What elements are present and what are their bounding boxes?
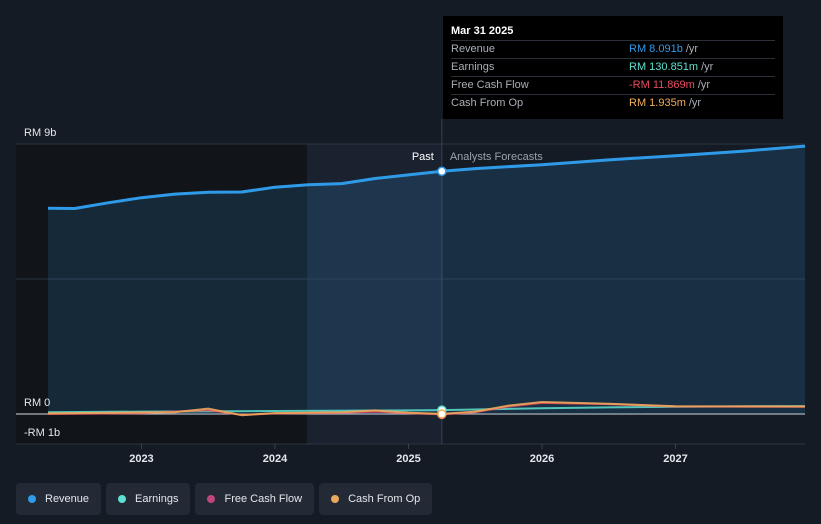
legend-label: Revenue xyxy=(45,493,90,505)
legend-label: Earnings xyxy=(135,493,179,505)
chart-legend: Revenue Earnings Free Cash Flow Cash Fro… xyxy=(16,483,433,515)
marker-cash-from-op xyxy=(437,409,447,419)
past-label: Past xyxy=(412,151,434,163)
chart-labels: RM 9b RM 0 -RM 1b Past Analysts Forecast… xyxy=(24,127,543,439)
x-tick-label: 2025 xyxy=(396,453,420,465)
chart-series xyxy=(47,144,806,417)
chart-markers xyxy=(437,166,447,420)
y-tick-label-zero: RM 0 xyxy=(24,397,50,409)
x-tick-label: 2024 xyxy=(263,453,288,465)
past-region-dark xyxy=(16,144,308,444)
tooltip-unit: /yr xyxy=(697,79,711,91)
chart-background xyxy=(16,144,442,444)
tooltip-row-earnings: Earnings RM 130.851m /yr xyxy=(451,58,775,76)
tooltip-row-free-cash-flow: Free Cash Flow -RM 11.869m /yr xyxy=(451,76,775,94)
x-axis-ticks: 2023 2024 2025 2026 2027 xyxy=(129,444,688,465)
marker-revenue xyxy=(437,166,447,177)
legend-dot-icon xyxy=(28,495,36,503)
tooltip-value: RM 1.935m xyxy=(629,97,686,109)
tooltip-value: RM 8.091b xyxy=(629,43,683,55)
tooltip-label: Earnings xyxy=(451,61,495,73)
legend-label: Cash From Op xyxy=(348,493,421,505)
legend-label: Free Cash Flow xyxy=(224,493,303,505)
tooltip-value: RM 130.851m xyxy=(629,61,699,73)
tooltip-unit: /yr xyxy=(688,97,702,109)
x-tick-label: 2023 xyxy=(129,453,153,465)
series-line-cash-from-op xyxy=(47,401,806,417)
forecast-label: Analysts Forecasts xyxy=(450,151,543,163)
series-area-revenue xyxy=(48,146,805,414)
x-tick-label: 2027 xyxy=(663,453,687,465)
tooltip-unit: /yr xyxy=(685,43,699,55)
y-tick-label-top: RM 9b xyxy=(24,127,56,139)
y-tick-label-bottom: -RM 1b xyxy=(24,427,60,439)
legend-item-cash-from-op[interactable]: Cash From Op xyxy=(319,483,433,515)
x-tick-label: 2026 xyxy=(530,453,554,465)
legend-item-free-cash-flow[interactable]: Free Cash Flow xyxy=(195,483,315,515)
tooltip-row-revenue: Revenue RM 8.091b /yr xyxy=(451,40,775,58)
tooltip-row-cash-from-op: Cash From Op RM 1.935m /yr xyxy=(451,94,775,112)
past-region-highlight xyxy=(307,144,442,444)
tooltip-label: Cash From Op xyxy=(451,97,524,109)
legend-dot-icon xyxy=(207,495,216,503)
hover-tooltip: Mar 31 2025 Revenue RM 8.091b /yr Earnin… xyxy=(443,16,783,119)
series-line-revenue xyxy=(47,144,806,210)
legend-item-earnings[interactable]: Earnings xyxy=(106,483,191,515)
tooltip-unit: /yr xyxy=(701,61,714,73)
tooltip-label: Free Cash Flow xyxy=(451,79,529,91)
legend-item-revenue[interactable]: Revenue xyxy=(16,483,102,515)
tooltip-value: -RM 11.869m xyxy=(629,79,695,91)
tooltip-date: Mar 31 2025 xyxy=(451,25,514,37)
legend-dot-icon xyxy=(331,495,340,503)
legend-dot-icon xyxy=(118,495,127,503)
tooltip-label: Revenue xyxy=(451,43,496,55)
